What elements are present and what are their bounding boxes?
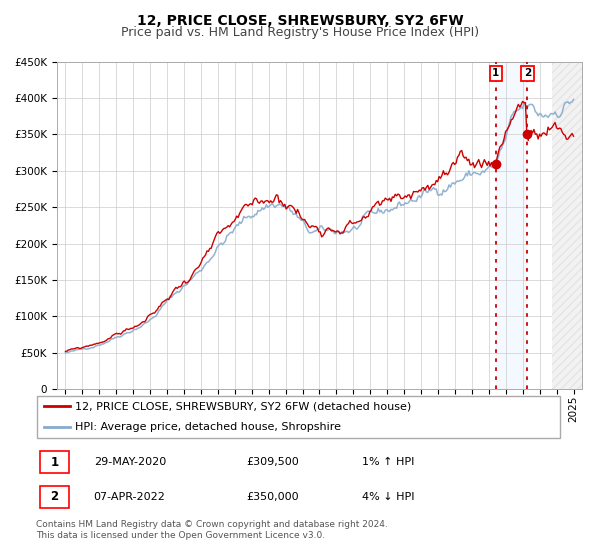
Text: 07-APR-2022: 07-APR-2022 [94,492,166,502]
Text: 2: 2 [524,68,531,78]
FancyBboxPatch shape [40,451,69,473]
Bar [553,62,582,389]
Text: 12, PRICE CLOSE, SHREWSBURY, SY2 6FW: 12, PRICE CLOSE, SHREWSBURY, SY2 6FW [137,14,463,28]
Text: 1: 1 [50,455,58,469]
Text: Price paid vs. HM Land Registry's House Price Index (HPI): Price paid vs. HM Land Registry's House … [121,26,479,39]
Text: 1% ↑ HPI: 1% ↑ HPI [361,457,414,467]
FancyBboxPatch shape [37,395,560,438]
Text: 29-MAY-2020: 29-MAY-2020 [94,457,166,467]
Text: 2: 2 [50,491,58,503]
Bar [553,62,582,389]
Text: 4% ↓ HPI: 4% ↓ HPI [361,492,414,502]
Bar [496,62,527,389]
Text: £350,000: £350,000 [246,492,299,502]
Text: HPI: Average price, detached house, Shropshire: HPI: Average price, detached house, Shro… [76,422,341,432]
Text: 1: 1 [492,68,499,78]
Text: £309,500: £309,500 [246,457,299,467]
Text: Contains HM Land Registry data © Crown copyright and database right 2024.
This d: Contains HM Land Registry data © Crown c… [36,520,388,540]
Text: 12, PRICE CLOSE, SHREWSBURY, SY2 6FW (detached house): 12, PRICE CLOSE, SHREWSBURY, SY2 6FW (de… [76,401,412,411]
FancyBboxPatch shape [40,486,69,508]
